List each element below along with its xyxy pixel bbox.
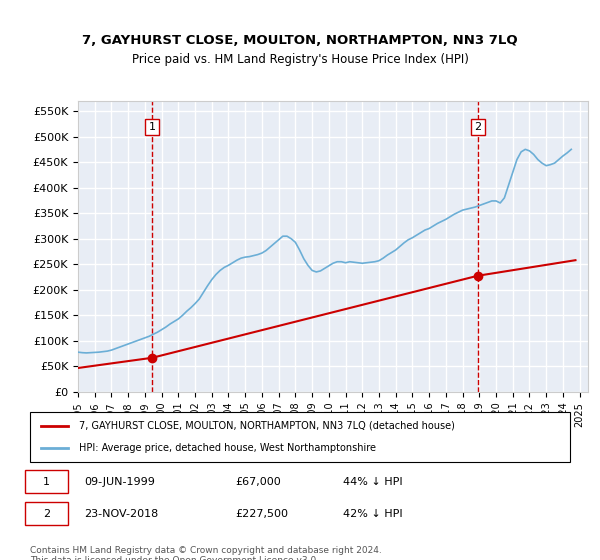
Text: 09-JUN-1999: 09-JUN-1999 — [84, 477, 155, 487]
Text: 42% ↓ HPI: 42% ↓ HPI — [343, 508, 403, 519]
Text: 2: 2 — [474, 122, 481, 132]
Text: 2: 2 — [43, 508, 50, 519]
Text: 44% ↓ HPI: 44% ↓ HPI — [343, 477, 403, 487]
Text: 7, GAYHURST CLOSE, MOULTON, NORTHAMPTON, NN3 7LQ (detached house): 7, GAYHURST CLOSE, MOULTON, NORTHAMPTON,… — [79, 421, 454, 431]
Text: HPI: Average price, detached house, West Northamptonshire: HPI: Average price, detached house, West… — [79, 443, 376, 453]
FancyBboxPatch shape — [25, 502, 68, 525]
Text: £227,500: £227,500 — [235, 508, 288, 519]
FancyBboxPatch shape — [30, 412, 570, 462]
Text: 23-NOV-2018: 23-NOV-2018 — [84, 508, 158, 519]
Text: 1: 1 — [149, 122, 156, 132]
Text: 7, GAYHURST CLOSE, MOULTON, NORTHAMPTON, NN3 7LQ: 7, GAYHURST CLOSE, MOULTON, NORTHAMPTON,… — [82, 34, 518, 46]
FancyBboxPatch shape — [25, 470, 68, 493]
Text: £67,000: £67,000 — [235, 477, 281, 487]
Text: Price paid vs. HM Land Registry's House Price Index (HPI): Price paid vs. HM Land Registry's House … — [131, 53, 469, 66]
Text: Contains HM Land Registry data © Crown copyright and database right 2024.
This d: Contains HM Land Registry data © Crown c… — [30, 546, 382, 560]
Text: 1: 1 — [43, 477, 50, 487]
